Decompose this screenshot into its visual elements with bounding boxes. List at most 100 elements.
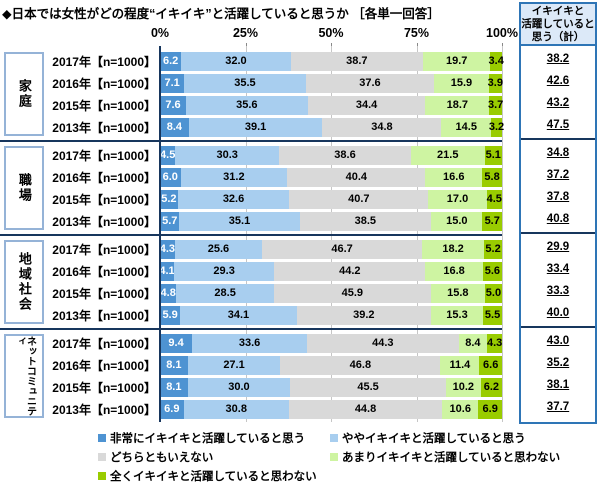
bar-segment: 45.5 — [290, 377, 446, 397]
summary-total: 43.2 — [521, 92, 595, 114]
bar-segment: 30.3 — [175, 145, 279, 165]
category-group: ネットコミュニティ 2017年【n=1000】 9.4 33.6 44.3 8.4 4.3 2… — [0, 328, 502, 422]
bar-segment: 15.9 — [434, 73, 489, 93]
summary-column: イキイキと 活躍していると 思う（計） 38.2 42.6 43.2 47.5 34.8 37… — [519, 2, 597, 424]
category-label: ネットコミュニティ — [4, 334, 44, 418]
row-label: 2015年【n=1000】 — [52, 286, 156, 301]
axis-tick-label: 0% — [150, 26, 170, 40]
summary-values: 38.2 42.6 43.2 47.5 34.8 37.2 37.8 40.8 29.9 33.4… — [519, 46, 597, 424]
zero-axis-line — [159, 46, 161, 422]
legend-swatch — [98, 434, 106, 442]
axis-tick-mark — [502, 43, 503, 47]
bar-segment: 31.2 — [180, 167, 288, 187]
stacked-bar: 8.1 27.1 46.8 11.4 6.6 — [160, 355, 502, 375]
legend-item: ややイキイキと活躍していると思う — [330, 430, 560, 446]
bar-segment: 4.8 — [160, 283, 177, 303]
bar-segment: 40.4 — [287, 167, 426, 187]
row-label: 2017年【n=1000】 — [52, 54, 156, 69]
bar-segment: 30.8 — [183, 399, 289, 419]
chart-row: 2015年【n=1000】 7.6 35.6 34.4 18.7 3.7 — [0, 94, 503, 116]
bar-segment: 29.3 — [174, 261, 275, 281]
bar-segment: 6.9 — [478, 399, 502, 419]
summary-total-value: 33.4 — [546, 263, 570, 275]
summary-total: 33.3 — [521, 280, 595, 302]
summary-total: 35.2 — [521, 352, 595, 374]
summary-total-value: 37.2 — [546, 169, 570, 181]
legend-swatch — [98, 472, 106, 480]
summary-total-value: 42.6 — [546, 75, 570, 87]
stacked-bar: 4.5 30.3 38.6 21.5 5.1 — [160, 145, 502, 165]
summary-total: 37.8 — [521, 186, 595, 208]
chart-row: 2013年【n=1000】 6.9 30.8 44.8 10.6 6.9 — [0, 398, 502, 420]
summary-total-value: 40.8 — [546, 213, 570, 225]
legend-swatch — [98, 453, 106, 461]
bar-segment: 38.6 — [279, 145, 411, 165]
summary-total: 37.2 — [521, 164, 595, 186]
axis-tick-mark — [416, 43, 418, 47]
summary-total-value: 37.8 — [546, 191, 570, 203]
row-label: 2016年【n=1000】 — [52, 170, 156, 185]
legend-label: どちらともいえない — [110, 452, 214, 464]
bar-segment: 44.3 — [307, 333, 459, 353]
category-label: 職場 — [4, 146, 44, 230]
bar-segment: 3.2 — [489, 117, 504, 137]
bar-segment: 7.1 — [160, 73, 185, 93]
axis-tick-label: 100% — [486, 26, 518, 40]
bar-segment: 6.6 — [479, 355, 502, 375]
bar-segment: 16.6 — [425, 167, 483, 187]
summary-total: 37.7 — [521, 396, 595, 418]
bar-segment: 19.7 — [422, 51, 491, 71]
category-label: 地域社会 — [4, 240, 44, 324]
bar-segment: 5.2 — [160, 189, 178, 209]
row-label: 2015年【n=1000】 — [52, 380, 156, 395]
chart-row: 2017年【n=1000】 9.4 33.6 44.3 8.4 4.3 — [0, 332, 502, 354]
row-label: 2015年【n=1000】 — [52, 192, 156, 207]
bar-segment: 8.1 — [160, 377, 188, 397]
bar-segment: 38.5 — [299, 211, 432, 231]
chart-row: 2017年【n=1000】 6.2 32.0 38.7 19.7 3.4 — [0, 50, 504, 72]
row-label: 2013年【n=1000】 — [52, 402, 156, 417]
bar-segment: 18.7 — [425, 95, 490, 115]
legend-item: 非常にイキイキと活躍していると思う — [98, 430, 330, 446]
bar-segment: 9.4 — [160, 333, 193, 353]
bar-segment: 33.6 — [192, 333, 308, 353]
bar-segment: 5.5 — [483, 305, 502, 325]
axis-tick-label: 50% — [318, 26, 344, 40]
summary-total: 43.0 — [521, 330, 595, 352]
summary-total: 29.9 — [521, 236, 595, 258]
summary-total: 47.5 — [521, 114, 595, 136]
stacked-bar: 5.7 35.1 38.5 15.0 5.7 — [160, 211, 502, 231]
stacked-bar: 8.1 30.0 45.5 10.2 6.2 — [160, 377, 502, 397]
bar-segment: 30.0 — [187, 377, 291, 397]
summary-header-line: 活躍していると — [521, 17, 595, 30]
chart-row: 2016年【n=1000】 8.1 27.1 46.8 11.4 6.6 — [0, 354, 502, 376]
row-label: 2017年【n=1000】 — [52, 242, 156, 257]
bar-segment: 39.1 — [188, 117, 323, 137]
legend-swatch — [330, 453, 338, 461]
bar-segment: 44.2 — [274, 261, 426, 281]
stacked-bar: 7.6 35.6 34.4 18.7 3.7 — [160, 95, 503, 115]
legend-label: ややイキイキと活躍していると思う — [342, 433, 526, 445]
bar-segment: 35.1 — [179, 211, 300, 231]
summary-group: 29.9 33.4 33.3 40.0 — [521, 232, 595, 326]
bar-segment: 35.6 — [185, 95, 308, 115]
bar-segment: 4.3 — [487, 333, 502, 353]
bar-segment: 14.5 — [441, 117, 492, 137]
stacked-bar: 7.1 35.5 37.6 15.9 3.9 — [160, 73, 503, 93]
bar-segment: 38.7 — [290, 51, 423, 71]
stacked-bar: 5.9 34.1 39.2 15.3 5.5 — [160, 305, 502, 325]
bar-segment: 35.5 — [184, 73, 306, 93]
bar-segment: 15.0 — [431, 211, 483, 231]
bar-segment: 5.2 — [484, 239, 502, 259]
summary-total-value: 37.7 — [546, 401, 570, 413]
bar-segment: 5.7 — [482, 211, 502, 231]
bar-segment: 34.1 — [180, 305, 297, 325]
summary-total-value: 38.1 — [546, 379, 570, 391]
bar-segment: 17.0 — [428, 189, 487, 209]
summary-group: 43.0 35.2 38.1 37.7 — [521, 326, 595, 420]
summary-total: 40.0 — [521, 302, 595, 324]
chart-row: 2016年【n=1000】 6.0 31.2 40.4 16.6 5.8 — [0, 166, 502, 188]
bar-segment: 3.7 — [488, 95, 503, 115]
row-label: 2013年【n=1000】 — [52, 214, 156, 229]
